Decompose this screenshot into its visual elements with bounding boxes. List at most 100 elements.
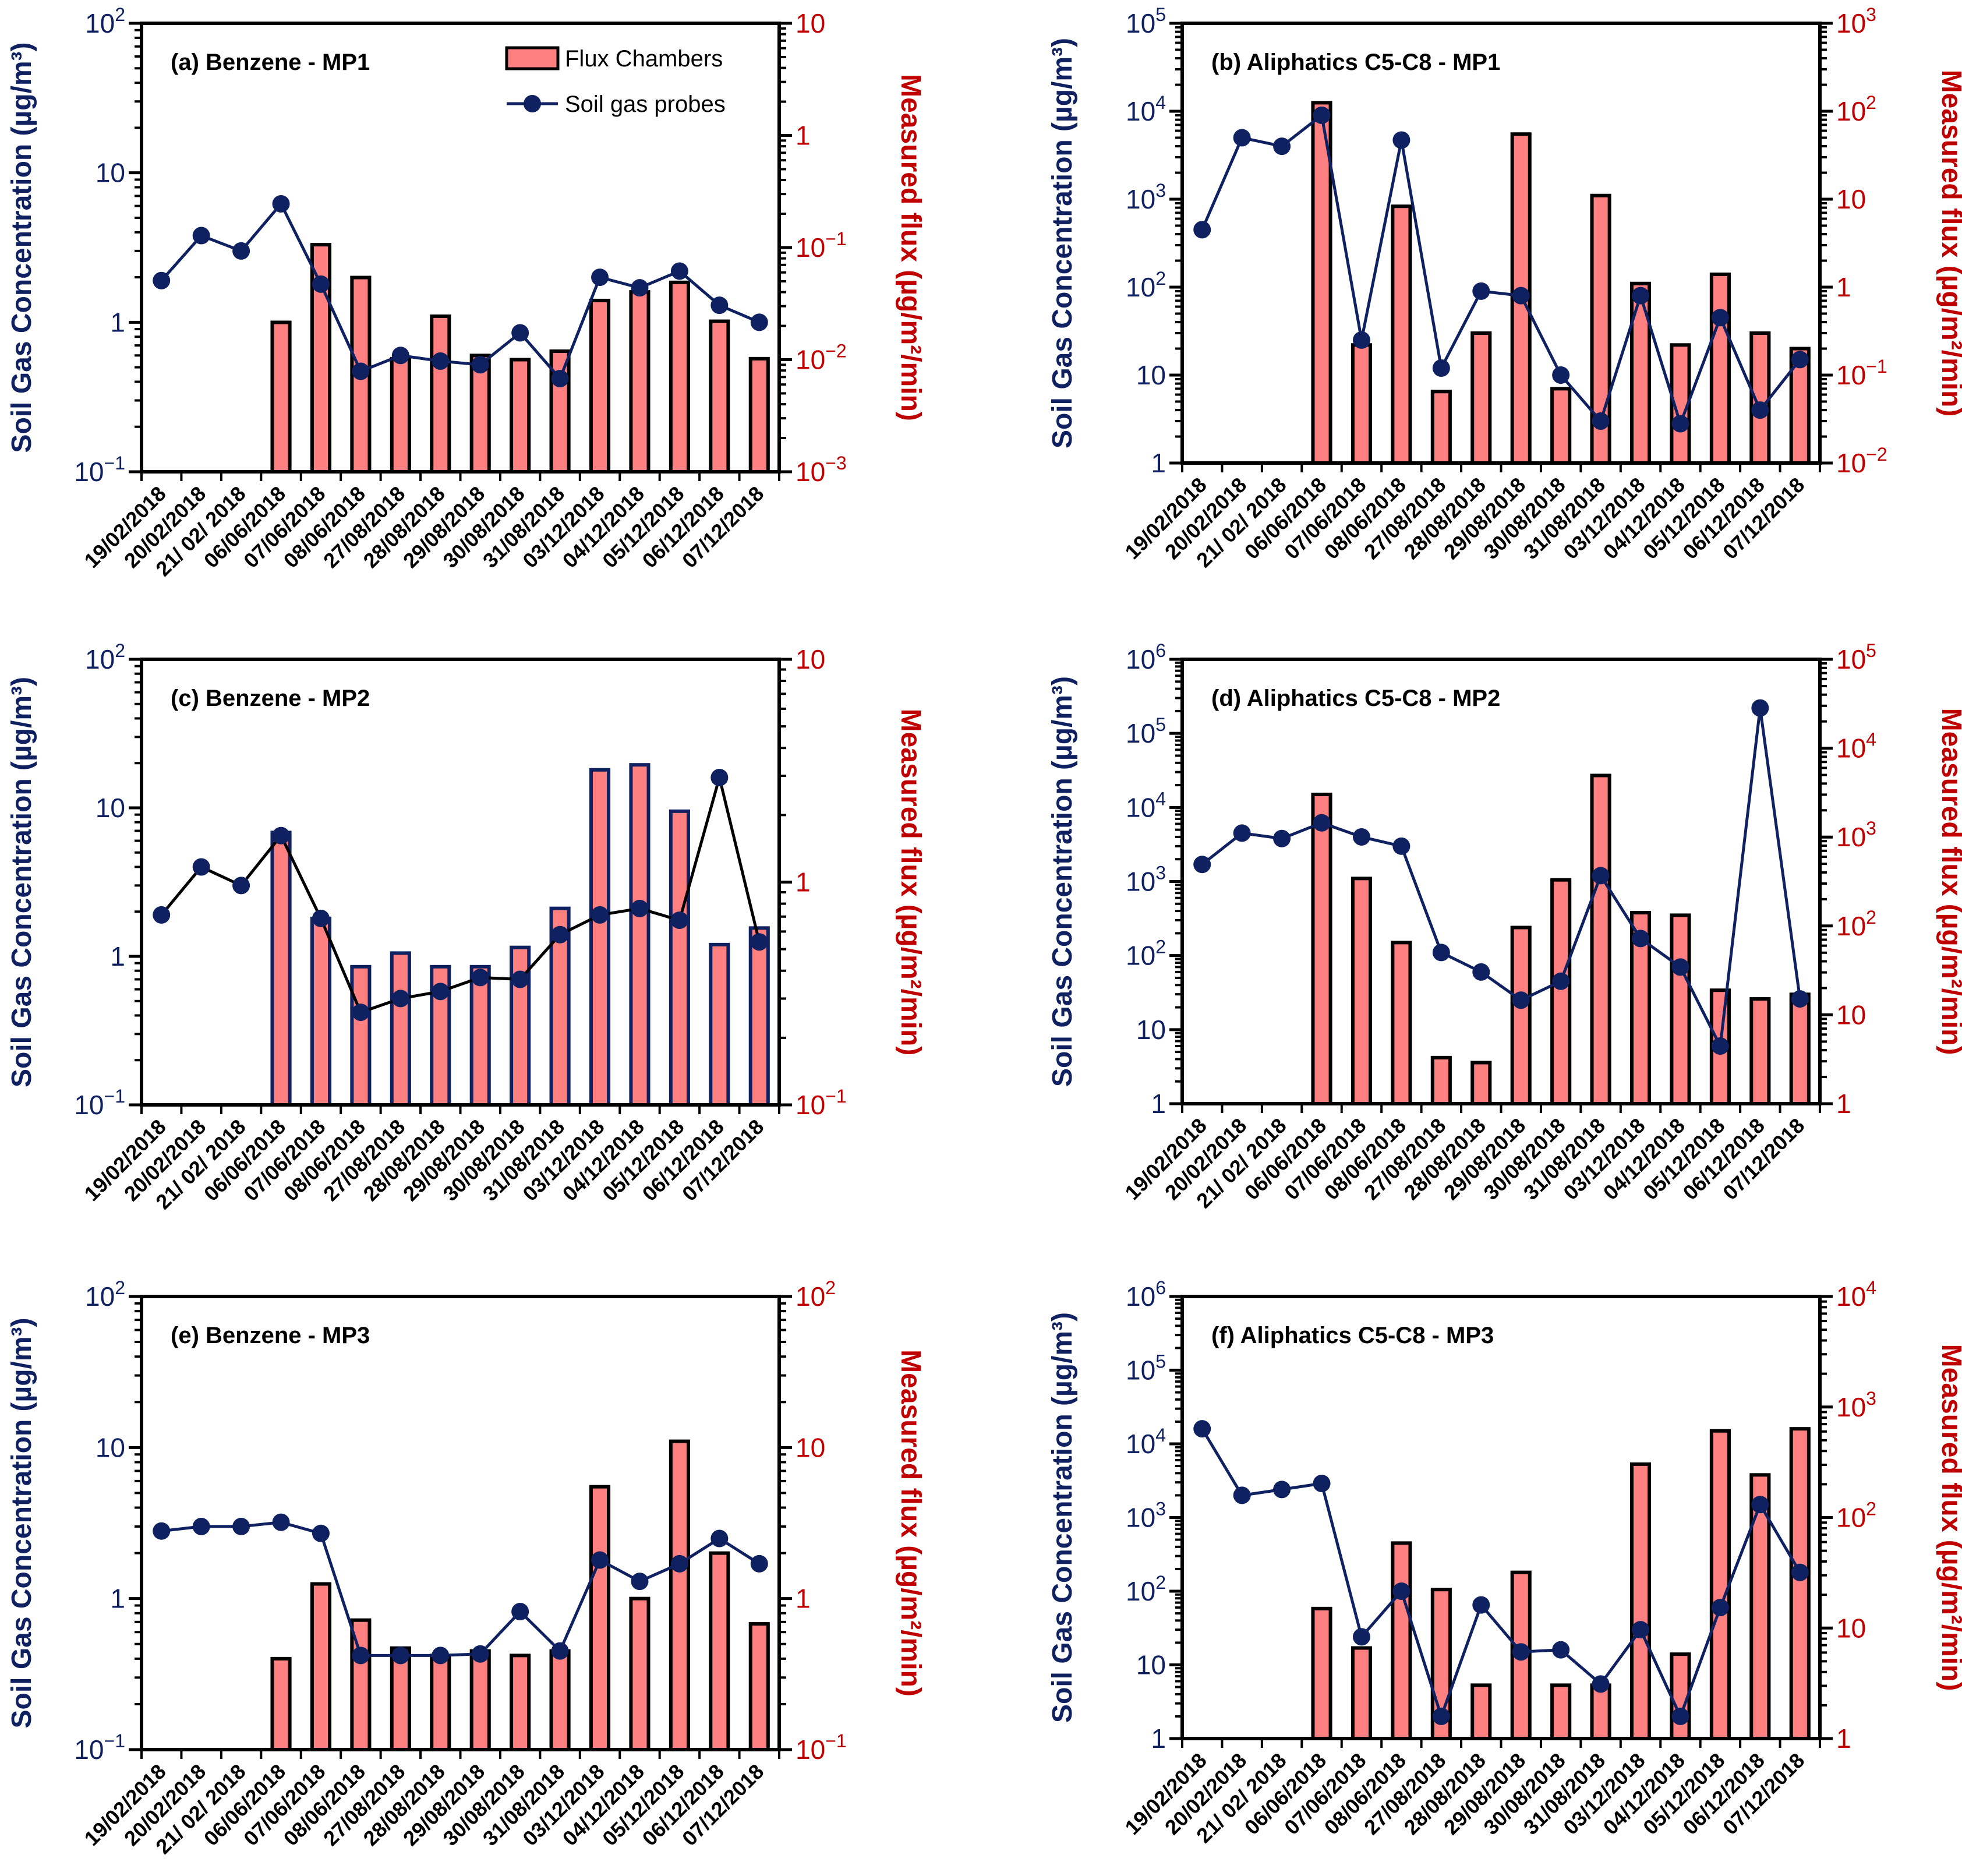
soil-gas-point — [1432, 944, 1450, 962]
right-axis-tick-label: 1 — [1836, 1723, 1851, 1754]
soil-gas-point — [670, 1554, 688, 1573]
left-axis-tick-label: 102 — [85, 4, 125, 38]
soil-gas-point — [1512, 1643, 1530, 1661]
right-axis-tick-label: 1 — [796, 1584, 811, 1614]
panel-title: (c) Benzene - MP2 — [171, 686, 370, 711]
soil-gas-point — [1671, 415, 1689, 433]
flux-bar — [1430, 390, 1452, 465]
right-axis-tick-label: 10 — [796, 8, 825, 38]
flux-bar — [469, 1649, 491, 1752]
soil-gas-point — [1193, 221, 1211, 239]
left-axis-tick-label: 1 — [110, 307, 125, 337]
flux-bar — [1351, 877, 1373, 1105]
soil-gas-point — [1592, 1675, 1610, 1693]
left-axis-tick-label: 10 — [1136, 1650, 1166, 1680]
soil-gas-point — [272, 195, 290, 213]
left-axis-tick-label: 10 — [1136, 1015, 1166, 1045]
right-axis-tick-label: 102 — [1836, 907, 1876, 941]
right-axis-tick-label: 103 — [1836, 1388, 1876, 1422]
flux-bar — [1629, 1462, 1652, 1741]
flux-bar — [1550, 878, 1572, 1106]
left-axis-tick-label: 10 — [96, 1432, 125, 1462]
flux-bar — [669, 1439, 690, 1752]
soil-gas-point — [1352, 828, 1370, 846]
left-axis-tick-label: 102 — [1126, 937, 1166, 971]
chart-panel-a: 10−111010210−310−210−111019/02/201820/02… — [6, 4, 926, 581]
soil-gas-point — [1233, 129, 1251, 147]
right-axis-title: Measured flux (µg/m²/min) — [895, 709, 926, 1056]
soil-gas-point — [391, 347, 409, 365]
soil-gas-point — [710, 768, 729, 786]
soil-gas-point — [1632, 287, 1650, 305]
soil-gas-point — [1352, 331, 1370, 349]
right-axis-tick-label: 10−2 — [796, 341, 847, 375]
soil-gas-point — [511, 324, 529, 342]
soil-gas-point — [1432, 359, 1450, 377]
left-axis-tick-label: 10−1 — [74, 1086, 125, 1120]
soil-gas-line — [1201, 1428, 1801, 1721]
right-axis-tick-label: 102 — [796, 1277, 836, 1312]
flux-bar — [1550, 387, 1572, 465]
soil-gas-point — [1592, 867, 1610, 885]
flux-bar — [629, 290, 651, 474]
right-axis-tick-label: 10−1 — [796, 228, 847, 263]
left-axis-tick-label: 103 — [1126, 1499, 1166, 1533]
left-axis-tick-label: 10−1 — [74, 453, 125, 487]
legend-bars-label: Flux Chambers — [565, 46, 723, 72]
soil-gas-point — [670, 911, 688, 930]
soil-gas-point — [432, 1647, 450, 1665]
left-axis-title: Soil Gas Concentration (µg/m³) — [6, 1317, 37, 1728]
flux-bar — [430, 314, 451, 474]
flux-bar — [1789, 992, 1811, 1106]
soil-gas-point — [1592, 412, 1610, 430]
right-axis-tick-label: 10−1 — [796, 1730, 847, 1765]
soil-gas-point — [1791, 990, 1809, 1008]
flux-bar — [709, 1551, 730, 1752]
soil-gas-point — [1512, 287, 1530, 305]
soil-gas-point — [1632, 930, 1650, 948]
right-axis-tick-label: 10−2 — [1836, 444, 1887, 478]
left-axis-tick-label: 1 — [1151, 448, 1166, 478]
flux-bar — [310, 1582, 332, 1751]
soil-gas-point — [1352, 1628, 1370, 1646]
soil-gas-point — [1273, 137, 1291, 156]
flux-bar — [589, 768, 611, 1107]
legend-marker — [524, 95, 541, 112]
soil-gas-line — [160, 201, 760, 381]
right-axis-tick-label: 10−1 — [1836, 356, 1887, 390]
right-axis-tick-label: 103 — [1836, 4, 1876, 38]
soil-gas-point — [1193, 1420, 1211, 1438]
left-axis-tick-label: 1 — [110, 941, 125, 971]
soil-gas-point — [153, 906, 171, 924]
soil-gas-point — [391, 990, 409, 1008]
flux-bar — [1470, 1061, 1492, 1106]
soil-gas-point — [591, 1551, 609, 1569]
soil-gas-point — [1632, 1621, 1650, 1639]
soil-gas-point — [670, 262, 688, 280]
flux-bar — [310, 916, 332, 1107]
flux-bar — [549, 1649, 571, 1752]
soil-gas-point — [631, 279, 649, 297]
flux-bar — [1789, 1427, 1811, 1740]
soil-gas-point — [1552, 1641, 1570, 1659]
flux-bar — [510, 358, 531, 474]
soil-gas-point — [391, 1647, 409, 1665]
flux-bar — [629, 1596, 651, 1752]
flux-bar — [669, 280, 690, 474]
left-axis-title: Soil Gas Concentration (µg/m³) — [6, 677, 37, 1087]
left-axis-tick-label: 105 — [1126, 714, 1166, 748]
soil-gas-point — [750, 1554, 768, 1573]
soil-gas-point — [1392, 131, 1410, 149]
soil-gas-point — [1512, 991, 1530, 1009]
flux-bar — [430, 1654, 451, 1751]
panel-title: (b) Aliphatics C5-C8 - MP1 — [1211, 50, 1500, 75]
soil-gas-point — [471, 1645, 489, 1663]
chart-panel-e: 10−111010210−111010219/02/201820/02/2018… — [6, 1277, 926, 1859]
soil-gas-point — [750, 933, 768, 951]
left-axis-title: Soil Gas Concentration (µg/m³) — [6, 42, 37, 453]
right-axis-tick-label: 10−1 — [796, 1086, 847, 1120]
right-axis-tick-label: 1 — [796, 867, 811, 898]
soil-gas-point — [471, 969, 489, 987]
flux-bar — [709, 942, 730, 1107]
